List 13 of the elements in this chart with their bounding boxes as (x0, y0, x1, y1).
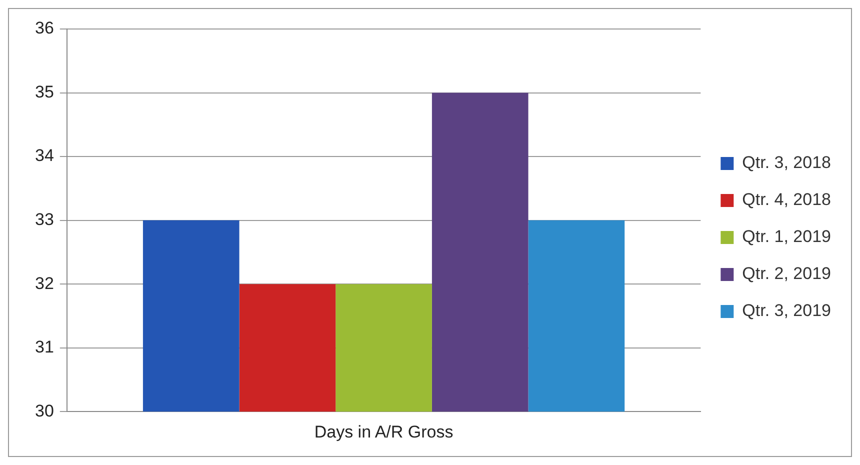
y-tick-label: 34 (34, 146, 54, 166)
legend-label: Qtr. 1, 2019 (742, 227, 832, 246)
y-tick-label: 36 (34, 18, 54, 38)
legend-label: Qtr. 3, 2018 (742, 153, 832, 172)
y-tick-label: 30 (34, 401, 54, 420)
legend-label: Qtr. 3, 2019 (742, 301, 832, 320)
x-tick-label: Days in A/R Gross (314, 422, 454, 442)
legend-label: Qtr. 2, 2019 (742, 264, 832, 284)
legend-label: Qtr. 4, 2018 (742, 190, 832, 210)
y-tick-label: 31 (34, 338, 54, 357)
y-tick-label: 32 (34, 274, 54, 293)
y-tick-label: 33 (34, 210, 54, 229)
y-tick-label: 35 (34, 82, 54, 102)
